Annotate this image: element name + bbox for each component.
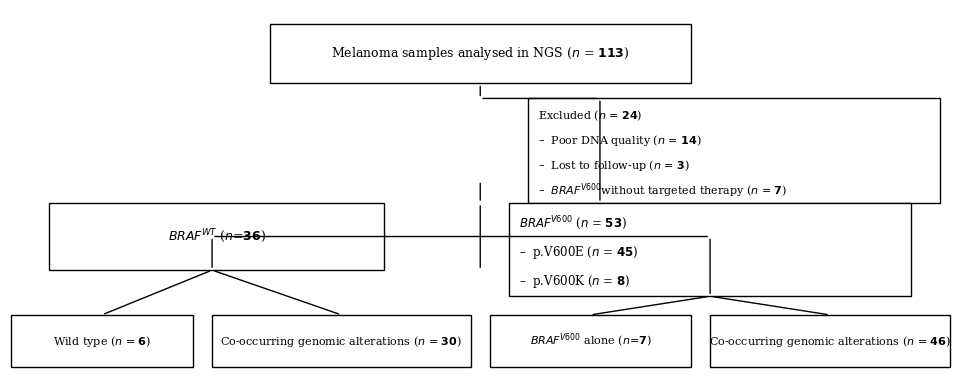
Text: –  p.V600E ($\mathit{n}$ = $\mathbf{45}$): – p.V600E ($\mathit{n}$ = $\mathbf{45}$) — [518, 244, 637, 261]
Text: –  $\mathit{BRAF}$$^{\mathit{V600}}$without targeted therapy ($\mathit{n}$ = $\m: – $\mathit{BRAF}$$^{\mathit{V600}}$witho… — [537, 181, 786, 200]
FancyBboxPatch shape — [212, 315, 470, 367]
Text: –  Lost to follow-up ($\mathit{n}$ = $\mathbf{3}$): – Lost to follow-up ($\mathit{n}$ = $\ma… — [537, 158, 689, 173]
Text: $\mathit{BRAF}$$^{\mathit{V600}}$ ($\mathit{n}$ = $\mathbf{53}$): $\mathit{BRAF}$$^{\mathit{V600}}$ ($\mat… — [518, 214, 626, 232]
Text: Melanoma samples analysed in NGS ($n$ = $\mathbf{113}$): Melanoma samples analysed in NGS ($n$ = … — [331, 45, 629, 62]
Text: –  Poor DNA quality ($\mathit{n}$ = $\mathbf{14}$): – Poor DNA quality ($\mathit{n}$ = $\mat… — [537, 133, 700, 148]
Text: Excluded ($\mathit{n}$ = $\mathbf{24}$): Excluded ($\mathit{n}$ = $\mathbf{24}$) — [537, 109, 642, 123]
Text: Co-occurring genomic alterations ($\mathit{n}$ = $\mathbf{46}$): Co-occurring genomic alterations ($\math… — [708, 334, 950, 349]
FancyBboxPatch shape — [489, 315, 690, 367]
FancyBboxPatch shape — [709, 315, 949, 367]
Text: Co-occurring genomic alterations ($\mathit{n}$ = $\mathbf{30}$): Co-occurring genomic alterations ($\math… — [220, 334, 462, 349]
FancyBboxPatch shape — [49, 203, 384, 270]
FancyBboxPatch shape — [509, 203, 911, 296]
Text: $\mathit{BRAF}$$^{\mathit{V600}}$ alone ($\mathit{n}$=$\mathbf{7}$): $\mathit{BRAF}$$^{\mathit{V600}}$ alone … — [529, 332, 650, 350]
FancyBboxPatch shape — [11, 315, 193, 367]
FancyBboxPatch shape — [527, 99, 939, 203]
Text: –  p.V600K ($\mathit{n}$ = $\mathbf{8}$): – p.V600K ($\mathit{n}$ = $\mathbf{8}$) — [518, 273, 629, 290]
Text: $\mathit{BRAF}$$^{\mathit{WT}}$ ($\mathit{n}$=$\mathbf{36}$): $\mathit{BRAF}$$^{\mathit{WT}}$ ($\mathi… — [167, 228, 266, 246]
Text: Wild type ($\mathit{n}$ = $\mathbf{6}$): Wild type ($\mathit{n}$ = $\mathbf{6}$) — [53, 334, 151, 349]
FancyBboxPatch shape — [269, 24, 690, 83]
